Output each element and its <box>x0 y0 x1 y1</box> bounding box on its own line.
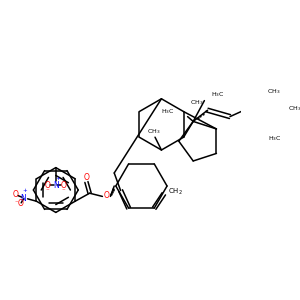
Text: O: O <box>45 181 51 190</box>
Text: CH$_3$: CH$_3$ <box>288 104 300 113</box>
Text: O: O <box>13 190 19 199</box>
Text: H$_3$C: H$_3$C <box>268 135 281 143</box>
Text: O: O <box>83 173 89 182</box>
Text: ⁻: ⁻ <box>62 189 66 195</box>
Text: N: N <box>21 194 26 202</box>
Text: N: N <box>53 181 59 190</box>
Text: ⁻: ⁻ <box>14 201 18 207</box>
Text: CH$_2$: CH$_2$ <box>168 187 182 197</box>
Text: CH$_3$: CH$_3$ <box>267 87 280 96</box>
Text: H$_3$C: H$_3$C <box>211 91 224 100</box>
Text: CH$_3$: CH$_3$ <box>190 98 203 107</box>
Text: ⁻: ⁻ <box>45 189 49 195</box>
Text: +: + <box>55 176 60 181</box>
Text: O: O <box>61 181 67 190</box>
Text: CH$_3$: CH$_3$ <box>147 127 160 136</box>
Text: O: O <box>103 191 109 200</box>
Text: +: + <box>22 188 27 193</box>
Text: H$_3$C: H$_3$C <box>161 107 175 116</box>
Text: O: O <box>17 199 23 208</box>
